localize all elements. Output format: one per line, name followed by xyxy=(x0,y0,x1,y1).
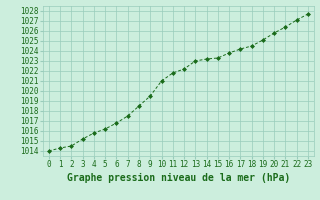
X-axis label: Graphe pression niveau de la mer (hPa): Graphe pression niveau de la mer (hPa) xyxy=(67,173,290,183)
